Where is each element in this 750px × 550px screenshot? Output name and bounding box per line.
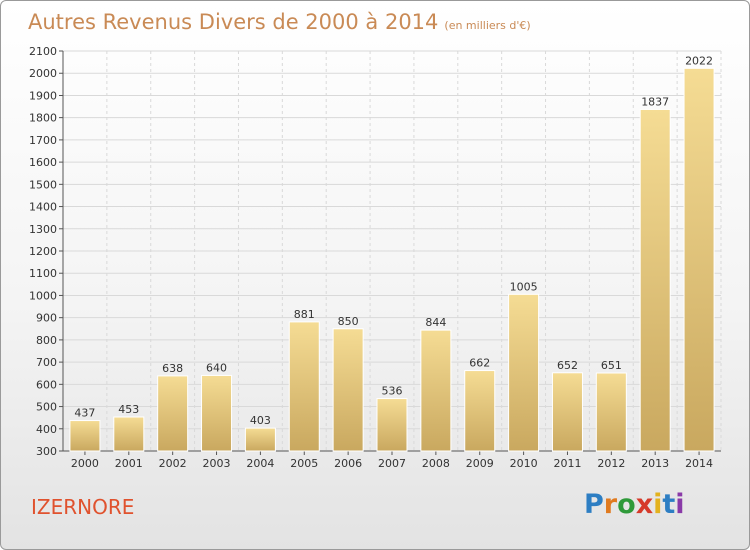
y-tick-label: 1800 [29, 112, 57, 125]
bar [244, 427, 276, 452]
logo-letter: r [603, 489, 618, 520]
bar [639, 108, 671, 452]
y-tick-label: 1200 [29, 245, 57, 258]
y-tick-label: 1900 [29, 89, 57, 102]
location-label: IZERNORE [31, 495, 135, 519]
value-label: 437 [74, 407, 95, 420]
bars [69, 67, 715, 452]
y-tick-label: 400 [36, 423, 57, 436]
bar [201, 374, 233, 452]
x-tick-label: 2006 [334, 457, 362, 470]
bar [113, 416, 145, 452]
y-tick-label: 1600 [29, 156, 57, 169]
bar [288, 321, 320, 452]
value-label: 1005 [510, 280, 538, 293]
x-tick-label: 2009 [466, 457, 494, 470]
bar [551, 372, 583, 452]
value-label: 651 [601, 359, 622, 372]
bar [595, 372, 627, 452]
chart-unit: (en milliers d'€) [444, 19, 531, 32]
y-tick-label: 1300 [29, 223, 57, 236]
value-label: 453 [118, 403, 139, 416]
bar [157, 375, 189, 452]
x-tick-label: 2005 [290, 457, 318, 470]
chart-title-text: Autres Revenus Divers de 2000 à 2014 [28, 10, 439, 34]
x-tick-label: 2011 [553, 457, 581, 470]
x-tick-label: 2000 [71, 457, 99, 470]
bar [332, 328, 364, 452]
x-tick-label: 2012 [597, 457, 625, 470]
logo-letter: t [662, 489, 676, 520]
x-tick-label: 2013 [641, 457, 669, 470]
bar [683, 67, 715, 452]
chart-title: Autres Revenus Divers de 2000 à 2014 (en … [28, 10, 531, 34]
logo-letter: P [584, 489, 604, 520]
value-label: 1837 [641, 95, 669, 108]
y-tick-label: 2100 [29, 45, 57, 58]
value-label: 844 [425, 316, 446, 329]
value-label: 850 [338, 315, 359, 328]
value-label: 536 [382, 385, 403, 398]
logo-letter: i [675, 489, 685, 520]
logo-letter: o [617, 489, 636, 520]
y-tick-label: 600 [36, 378, 57, 391]
bar [420, 329, 452, 452]
bar [69, 420, 101, 452]
value-label: 2022 [685, 54, 713, 67]
x-tick-label: 2003 [203, 457, 231, 470]
y-tick-label: 1400 [29, 201, 57, 214]
x-tick-label: 2014 [685, 457, 713, 470]
data-labels: 437 453 638 640 403 881 850 536 844 662 1005 652 651… [74, 54, 713, 427]
bar [508, 293, 540, 452]
y-tick-label: 900 [36, 312, 57, 325]
x-tick-label: 2007 [378, 457, 406, 470]
y-tick-label: 300 [36, 445, 57, 458]
bar [464, 370, 496, 452]
y-tick-label: 500 [36, 401, 57, 414]
x-tick-label: 2008 [422, 457, 450, 470]
value-label: 403 [250, 414, 271, 427]
y-tick-label: 1000 [29, 289, 57, 302]
y-tick-label: 1500 [29, 178, 57, 191]
x-tick-label: 2004 [246, 457, 274, 470]
value-label: 638 [162, 362, 183, 375]
axes: 300 400 500 600 700 800 900 1000 1100 1200 1300 140… [29, 45, 721, 470]
logo-letter: i [653, 489, 663, 520]
value-label: 652 [557, 359, 578, 372]
brand-logo: Proxiti [584, 489, 685, 520]
y-tick-label: 2000 [29, 67, 57, 80]
y-tick-label: 800 [36, 334, 57, 347]
x-tick-label: 2001 [115, 457, 143, 470]
y-tick-label: 1100 [29, 267, 57, 280]
value-label: 640 [206, 361, 227, 374]
x-tick-label: 2010 [510, 457, 538, 470]
x-tick-label: 2002 [159, 457, 187, 470]
bar [376, 398, 408, 452]
y-tick-label: 700 [36, 356, 57, 369]
value-label: 662 [469, 357, 490, 370]
y-tick-label: 1700 [29, 134, 57, 147]
value-label: 881 [294, 308, 315, 321]
logo-letter: x [635, 489, 654, 520]
